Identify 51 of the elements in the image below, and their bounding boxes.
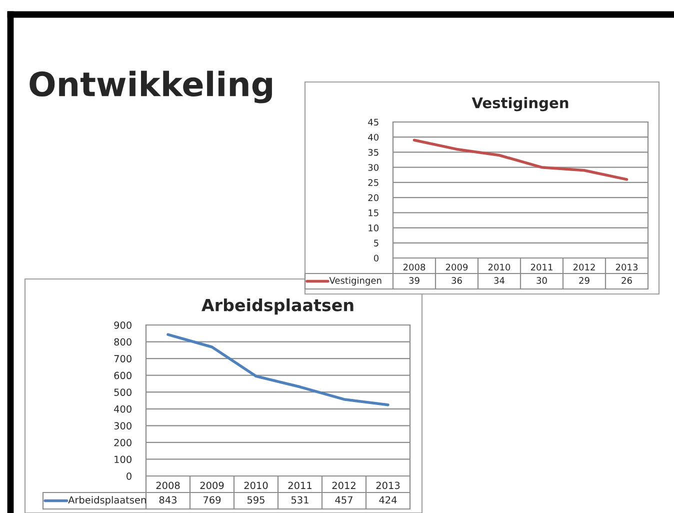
y-tick-label: 500 — [114, 388, 132, 396]
y-tick-label: 15 — [368, 210, 378, 216]
y-tick-label: 700 — [114, 355, 132, 362]
legend-label: Vestigingen — [329, 276, 382, 286]
y-tick-label: 20 — [368, 194, 379, 202]
data-label: 34 — [494, 277, 504, 284]
data-label: 30 — [536, 277, 547, 284]
x-tick-label: 2011 — [530, 264, 552, 271]
y-tick-label: 45 — [368, 118, 378, 126]
y-tick-label: 400 — [114, 405, 132, 413]
y-tick-label: 300 — [114, 422, 132, 430]
y-tick-label: 900 — [114, 321, 132, 329]
y-tick-label: 0 — [374, 254, 379, 262]
y-tick-label: 5 — [374, 240, 378, 246]
chart-title: Arbeidsplaatsen — [202, 298, 354, 315]
y-tick-label: 600 — [114, 372, 132, 380]
x-tick-label: 2009 — [200, 482, 224, 490]
y-tick-label: 30 — [368, 164, 379, 171]
x-tick-label: 2009 — [446, 264, 468, 271]
x-tick-label: 2013 — [616, 264, 638, 271]
legend-label: Arbeidsplaatsen — [68, 496, 146, 506]
y-tick-label: 25 — [368, 179, 378, 186]
data-label: 36 — [452, 277, 462, 284]
y-tick-label: 800 — [114, 338, 132, 346]
x-tick-label: 2008 — [156, 482, 180, 490]
line-series — [166, 333, 390, 406]
x-tick-label: 2010 — [488, 264, 510, 271]
x-tick-label: 2012 — [332, 482, 356, 490]
data-label: 531 — [291, 496, 308, 504]
y-tick-label: 10 — [368, 224, 379, 232]
x-tick-label: 2011 — [288, 482, 312, 490]
y-tick-label: 100 — [114, 456, 132, 464]
data-label: 39 — [409, 277, 420, 284]
y-tick-label: 40 — [368, 134, 379, 141]
data-label: 457 — [335, 496, 352, 504]
data-label: 29 — [579, 277, 590, 284]
chart-title: Vestigingen — [472, 97, 568, 112]
data-label: 26 — [622, 277, 632, 284]
text: Ontwikkeling — [30, 70, 272, 104]
x-tick-label: 2010 — [244, 482, 268, 490]
y-tick-label: 35 — [368, 148, 378, 156]
y-tick-label: 200 — [114, 438, 132, 446]
line-series — [412, 138, 628, 181]
x-tick-label: 2012 — [573, 264, 595, 271]
data-label: 424 — [379, 496, 397, 504]
x-tick-label: 2008 — [403, 264, 426, 271]
data-label: 769 — [204, 496, 221, 504]
x-tick-label: 2013 — [376, 482, 400, 490]
data-label: 843 — [159, 496, 176, 504]
data-label: 595 — [247, 496, 264, 504]
y-tick-label: 0 — [126, 472, 132, 480]
